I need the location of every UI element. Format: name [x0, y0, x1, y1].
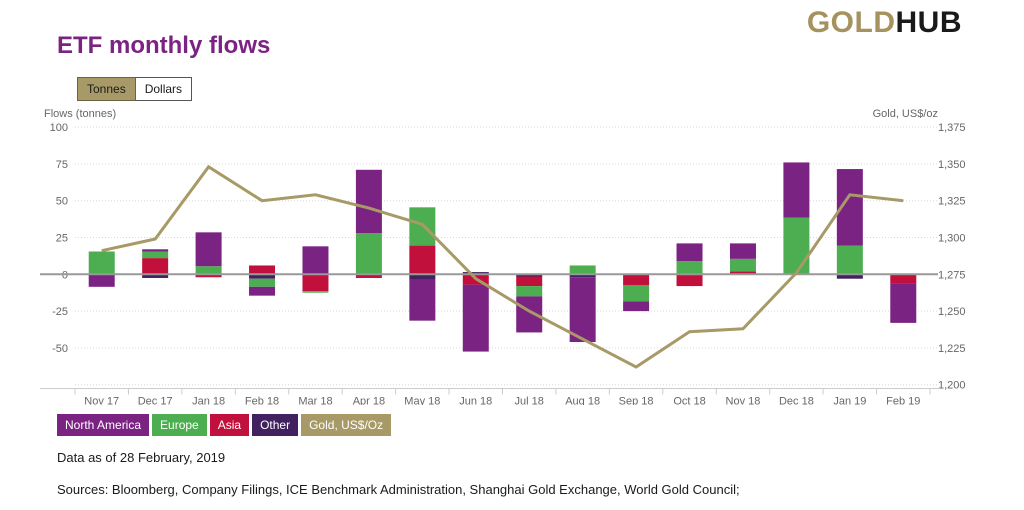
goldhub-logo: GOLDHUB	[807, 6, 962, 40]
legend-item-europe[interactable]: Europe	[152, 414, 207, 436]
bar-segment-other[interactable]	[462, 272, 489, 275]
bar-segment-other[interactable]	[516, 274, 543, 277]
bar-segment-europe[interactable]	[516, 286, 543, 297]
bar-segment-north-america[interactable]	[355, 169, 382, 234]
bar-segment-europe[interactable]	[569, 265, 596, 275]
right-axis-title: Gold, US$/oz	[873, 108, 938, 120]
bar-segment-europe[interactable]	[195, 266, 222, 275]
bar-segment-asia[interactable]	[890, 274, 917, 284]
bar-segment-north-america[interactable]	[462, 284, 489, 352]
bar-segment-asia[interactable]	[302, 274, 329, 292]
right-axis-tick-label: 1,275	[938, 269, 966, 281]
bar-segment-other[interactable]	[249, 274, 276, 279]
left-axis-tick-label: 25	[56, 233, 68, 245]
x-axis-month-label: Aug 18	[565, 396, 600, 406]
bar-segment-north-america[interactable]	[142, 249, 169, 252]
bar-segment-other[interactable]	[569, 274, 596, 278]
bar-segment-north-america[interactable]	[88, 274, 115, 287]
page-title: ETF monthly flows	[57, 32, 271, 59]
x-axis-month-label: Sep 18	[619, 396, 654, 406]
legend-item-north-america[interactable]: North America	[57, 414, 150, 436]
bar-segment-asia[interactable]	[249, 265, 276, 275]
bar-segment-other[interactable]	[836, 274, 863, 279]
legend-item-gold-us-oz[interactable]: Gold, US$/Oz	[301, 414, 392, 436]
legend-item-asia[interactable]: Asia	[209, 414, 250, 436]
bar-segment-europe[interactable]	[88, 251, 115, 275]
x-axis-month-label: Nov 17	[84, 396, 119, 406]
bar-segment-europe[interactable]	[249, 278, 276, 287]
x-axis-month-label: Dec 17	[138, 396, 173, 406]
gold-price-line[interactable]	[101, 164, 904, 369]
bar-segment-europe[interactable]	[142, 251, 169, 259]
bar-segment-north-america[interactable]	[623, 301, 650, 312]
x-axis-month-label: May 18	[404, 396, 440, 406]
bar-segment-asia[interactable]	[409, 245, 436, 275]
toggle-dollars-button[interactable]: Dollars	[135, 77, 193, 101]
bar-segment-asia[interactable]	[729, 271, 756, 275]
bar-segment-north-america[interactable]	[783, 162, 810, 218]
x-axis-month-label: Nov 18	[726, 396, 761, 406]
bar-segment-north-america[interactable]	[569, 277, 596, 343]
data-as-of-note: Data as of 28 February, 2019	[57, 450, 226, 465]
chart-area: Flows (tonnes)Gold, US$/oz1007550250-25-…	[0, 105, 1024, 408]
bar-segment-asia[interactable]	[516, 276, 543, 287]
left-axis-tick-label: 75	[56, 159, 68, 171]
bar-segment-north-america[interactable]	[890, 283, 917, 323]
bar-segment-europe[interactable]	[729, 258, 756, 272]
bar-segment-europe[interactable]	[355, 233, 382, 275]
x-axis-month-label: Jun 18	[459, 396, 492, 406]
bar-segment-north-america[interactable]	[249, 286, 276, 296]
left-axis-tick-label: 100	[50, 122, 68, 134]
x-axis-month-label: Oct 18	[673, 396, 705, 406]
toggle-tonnes-button[interactable]: Tonnes	[77, 77, 136, 101]
etf-flows-chart: Flows (tonnes)Gold, US$/oz1007550250-25-…	[40, 108, 966, 408]
x-axis-month-label: Mar 18	[298, 396, 332, 406]
bar-segment-asia[interactable]	[623, 274, 650, 286]
bar-segment-north-america[interactable]	[302, 246, 329, 275]
legend-item-other[interactable]: Other	[252, 414, 299, 436]
right-axis-tick-label: 1,200	[938, 380, 966, 392]
bar-segment-other[interactable]	[409, 274, 436, 280]
bar-segment-asia[interactable]	[195, 274, 222, 278]
logo-hub-text: HUB	[895, 6, 962, 39]
right-axis-tick-label: 1,350	[938, 159, 966, 171]
bar-segment-asia[interactable]	[142, 258, 169, 275]
bar-segment-north-america[interactable]	[195, 232, 222, 267]
bar-segment-asia[interactable]	[676, 274, 703, 287]
unit-toggle: Tonnes Dollars	[77, 77, 193, 101]
x-axis-month-label: Jan 18	[192, 396, 225, 406]
bar-segment-europe[interactable]	[836, 245, 863, 275]
sources-note: Sources: Bloomberg, Company Filings, ICE…	[57, 482, 740, 497]
bar-segment-north-america[interactable]	[676, 243, 703, 262]
right-axis-tick-label: 1,225	[938, 343, 966, 355]
right-axis-tick-label: 1,325	[938, 196, 966, 208]
bar-segment-asia[interactable]	[355, 274, 382, 278]
x-axis-month-label: Jul 18	[515, 396, 544, 406]
chart-legend: North America Europe Asia Other Gold, US$/Oz	[57, 414, 392, 436]
x-axis-month-label: Apr 18	[353, 396, 385, 406]
right-axis-tick-label: 1,300	[938, 233, 966, 245]
x-axis-month-label: Feb 18	[245, 396, 279, 406]
left-axis-tick-label: -50	[52, 343, 68, 355]
bar-segment-europe[interactable]	[783, 217, 810, 275]
bar-segment-other[interactable]	[142, 274, 169, 278]
left-axis-tick-label: 50	[56, 196, 68, 208]
bar-segment-north-america[interactable]	[409, 279, 436, 321]
bar-segment-europe[interactable]	[623, 285, 650, 302]
x-axis-month-label: Dec 18	[779, 396, 814, 406]
bar-segment-europe[interactable]	[302, 291, 329, 293]
bar-segment-north-america[interactable]	[729, 243, 756, 259]
left-axis-tick-label: -25	[52, 306, 68, 318]
right-axis-tick-label: 1,250	[938, 306, 966, 318]
bar-segment-europe[interactable]	[676, 261, 703, 275]
left-axis-title: Flows (tonnes)	[44, 108, 116, 120]
x-axis-month-label: Feb 19	[886, 396, 920, 406]
logo-gold-text: GOLD	[806, 6, 896, 39]
x-axis-month-label: Jan 19	[833, 396, 866, 406]
right-axis-tick-label: 1,375	[938, 122, 966, 134]
